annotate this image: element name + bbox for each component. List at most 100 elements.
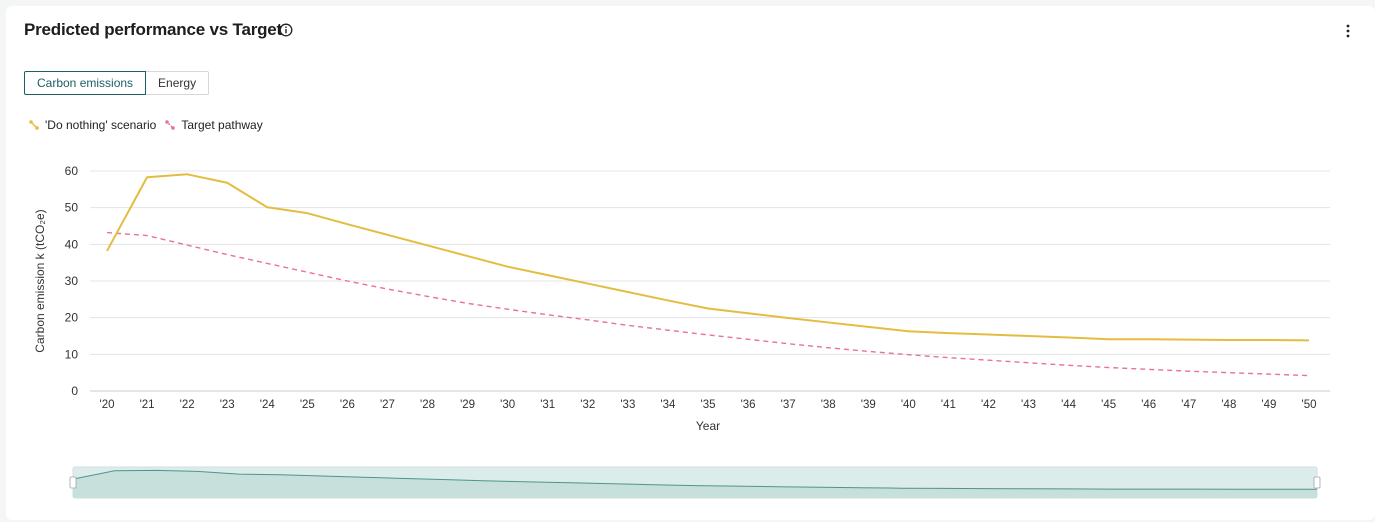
point-do-nothing[interactable] xyxy=(465,254,470,259)
point-do-nothing[interactable] xyxy=(105,248,110,253)
point-target[interactable] xyxy=(1266,372,1271,377)
point-do-nothing[interactable] xyxy=(305,211,310,216)
y-tick-label: 40 xyxy=(65,237,79,251)
point-do-nothing[interactable] xyxy=(665,298,670,303)
x-tick-label: '34 xyxy=(660,399,676,411)
point-do-nothing[interactable] xyxy=(545,273,550,278)
x-tick-label: '49 xyxy=(1261,399,1276,411)
legend-item-target[interactable]: Target pathway xyxy=(164,118,263,132)
x-tick-label: '29 xyxy=(460,399,475,411)
more-options-icon[interactable] xyxy=(1340,22,1356,40)
point-target[interactable] xyxy=(225,252,230,257)
point-do-nothing[interactable] xyxy=(1307,338,1312,343)
point-do-nothing[interactable] xyxy=(625,290,630,295)
x-tick-label: '50 xyxy=(1302,399,1317,411)
navigator-right-handle[interactable] xyxy=(1313,476,1321,489)
point-target[interactable] xyxy=(505,307,510,312)
point-do-nothing[interactable] xyxy=(145,175,150,180)
point-do-nothing[interactable] xyxy=(265,205,270,210)
point-target[interactable] xyxy=(946,355,951,360)
x-tick-label: '21 xyxy=(140,399,155,411)
point-target[interactable] xyxy=(746,337,751,342)
chart-legend: 'Do nothing' scenario Target pathway xyxy=(28,118,271,132)
point-target[interactable] xyxy=(1066,363,1071,368)
tab-energy[interactable]: Energy xyxy=(146,71,210,95)
legend-label-do-nothing: 'Do nothing' scenario xyxy=(45,118,157,132)
y-tick-label: 30 xyxy=(65,274,79,288)
legend-item-do-nothing[interactable]: 'Do nothing' scenario xyxy=(28,118,156,132)
point-target[interactable] xyxy=(1186,369,1191,374)
x-tick-label: '20 xyxy=(100,399,115,411)
point-do-nothing[interactable] xyxy=(505,264,510,269)
point-do-nothing[interactable] xyxy=(826,320,831,325)
point-target[interactable] xyxy=(385,287,390,292)
point-do-nothing[interactable] xyxy=(1026,334,1031,339)
x-axis-label: Year xyxy=(696,419,720,433)
point-do-nothing[interactable] xyxy=(866,324,871,329)
x-tick-label: '31 xyxy=(540,399,555,411)
x-tick-label: '36 xyxy=(741,399,756,411)
point-target[interactable] xyxy=(1307,373,1312,378)
do-nothing-legend-icon xyxy=(29,120,39,130)
legend-label-target: Target pathway xyxy=(181,118,263,132)
point-target[interactable] xyxy=(786,341,791,346)
point-target[interactable] xyxy=(1146,367,1151,372)
y-axis-label: Carbon emission k (tCO₂e) xyxy=(33,209,47,352)
metric-tabs: Carbon emissions Energy xyxy=(24,71,210,95)
x-tick-label: '22 xyxy=(180,399,195,411)
point-do-nothing[interactable] xyxy=(906,329,911,334)
point-target[interactable] xyxy=(305,270,310,275)
point-target[interactable] xyxy=(665,328,670,333)
point-do-nothing[interactable] xyxy=(986,332,991,337)
point-target[interactable] xyxy=(625,323,630,328)
point-target[interactable] xyxy=(145,233,150,238)
point-do-nothing[interactable] xyxy=(385,232,390,237)
point-target[interactable] xyxy=(425,294,430,299)
point-do-nothing[interactable] xyxy=(1266,338,1271,343)
series-line-do-nothing xyxy=(106,173,1310,342)
point-do-nothing[interactable] xyxy=(786,316,791,321)
point-target[interactable] xyxy=(1106,365,1111,370)
tab-carbon-emissions[interactable]: Carbon emissions xyxy=(24,71,147,95)
point-target[interactable] xyxy=(545,312,550,317)
point-do-nothing[interactable] xyxy=(1106,337,1111,342)
point-do-nothing[interactable] xyxy=(585,281,590,286)
point-do-nothing[interactable] xyxy=(185,172,190,177)
point-target[interactable] xyxy=(706,332,711,337)
point-do-nothing[interactable] xyxy=(345,222,350,227)
point-target[interactable] xyxy=(265,261,270,266)
point-target[interactable] xyxy=(585,317,590,322)
navigator-left-handle[interactable] xyxy=(69,476,77,489)
point-target[interactable] xyxy=(1026,360,1031,365)
x-tick-label: '41 xyxy=(941,399,956,411)
y-tick-label: 20 xyxy=(65,311,79,325)
point-do-nothing[interactable] xyxy=(946,331,951,336)
point-do-nothing[interactable] xyxy=(1186,337,1191,342)
x-tick-label: '38 xyxy=(821,399,836,411)
point-target[interactable] xyxy=(866,349,871,354)
point-target[interactable] xyxy=(826,345,831,350)
point-do-nothing[interactable] xyxy=(746,311,751,316)
x-tick-label: '46 xyxy=(1141,399,1156,411)
x-tick-label: '48 xyxy=(1221,399,1236,411)
point-target[interactable] xyxy=(986,358,991,363)
x-tick-label: '30 xyxy=(500,399,515,411)
chart-card xyxy=(6,6,1375,520)
x-tick-label: '43 xyxy=(1021,399,1036,411)
point-do-nothing[interactable] xyxy=(425,243,430,248)
point-target[interactable] xyxy=(105,230,110,235)
point-do-nothing[interactable] xyxy=(1226,338,1231,343)
point-do-nothing[interactable] xyxy=(1146,337,1151,342)
point-do-nothing[interactable] xyxy=(706,306,711,311)
x-tick-label: '28 xyxy=(420,399,435,411)
point-target[interactable] xyxy=(345,279,350,284)
point-do-nothing[interactable] xyxy=(225,180,230,185)
y-tick-label: 0 xyxy=(71,384,78,398)
point-target[interactable] xyxy=(1226,370,1231,375)
point-target[interactable] xyxy=(185,243,190,248)
point-target[interactable] xyxy=(465,301,470,306)
point-do-nothing[interactable] xyxy=(1066,335,1071,340)
info-icon[interactable] xyxy=(279,23,293,37)
point-target[interactable] xyxy=(906,352,911,357)
